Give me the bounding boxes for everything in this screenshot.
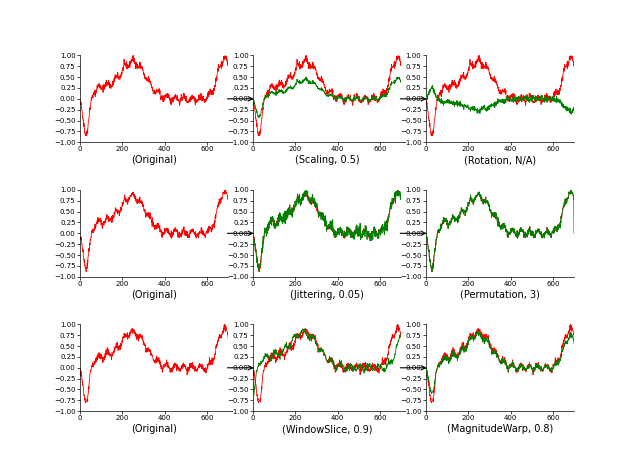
- X-axis label: (Original): (Original): [131, 290, 177, 300]
- X-axis label: (MagnitudeWarp, 0.8): (MagnitudeWarp, 0.8): [447, 424, 553, 434]
- X-axis label: (Original): (Original): [131, 424, 177, 434]
- X-axis label: (Jittering, 0.05): (Jittering, 0.05): [290, 290, 364, 300]
- X-axis label: (Permutation, 3): (Permutation, 3): [460, 290, 540, 300]
- X-axis label: (WindowSlice, 0.9): (WindowSlice, 0.9): [282, 424, 372, 434]
- X-axis label: (Scaling, 0.5): (Scaling, 0.5): [295, 155, 359, 165]
- X-axis label: (Rotation, N/A): (Rotation, N/A): [464, 155, 536, 165]
- X-axis label: (Original): (Original): [131, 155, 177, 165]
